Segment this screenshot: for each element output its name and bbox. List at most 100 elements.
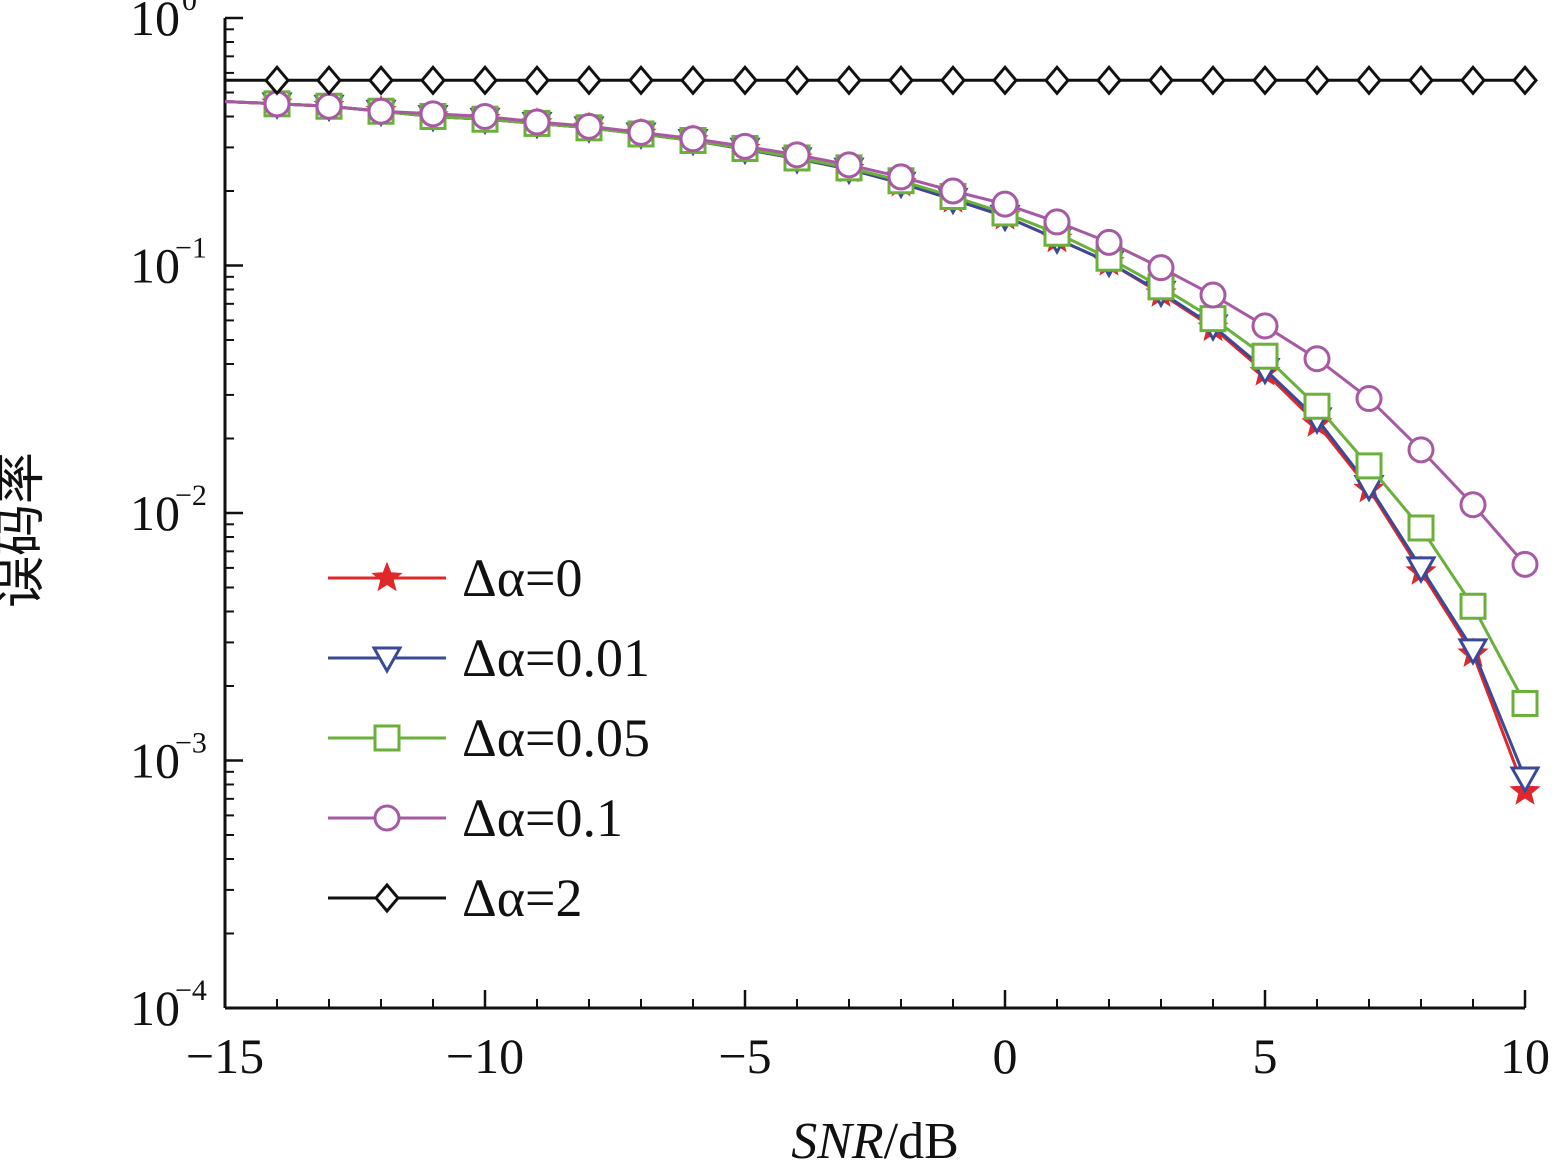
y-tick-label: 10: [130, 980, 180, 1036]
legend-marker: [374, 882, 400, 914]
legend-marker: [371, 561, 403, 592]
x-axis-label-italic: SNR: [791, 1113, 883, 1162]
series-point: [1408, 65, 1434, 96]
x-axis-label-unit: /dB: [884, 1113, 959, 1162]
series-line: [224, 100, 1527, 566]
series-point: [419, 100, 447, 128]
series-point: [1460, 65, 1486, 96]
series-point: [1199, 305, 1227, 333]
x-axis-ticks: −15 −10 −5 0 5 10: [186, 990, 1550, 1084]
legend: Δα=0 Δα=0.01 Δα=0.05 Δα=0.1 Δα=2: [328, 548, 650, 928]
series-point: [1303, 345, 1331, 373]
series-point: [836, 65, 862, 96]
series-2: [224, 90, 1539, 717]
series-point: [939, 177, 967, 205]
x-tick-label: 0: [993, 1028, 1018, 1084]
legend-item-4: Δα=2: [328, 868, 582, 928]
series-point: [991, 190, 1019, 218]
series-point: [1096, 65, 1122, 96]
series-point: [680, 65, 706, 96]
legend-label: Δα=0.1: [462, 788, 623, 848]
series-point: [783, 141, 811, 169]
series-layer: [224, 65, 1541, 805]
series-point: [1251, 342, 1279, 370]
y-tick-label-exponent: 0: [182, 0, 197, 17]
series-point: [264, 65, 290, 96]
y-tick-label: 10: [130, 733, 180, 789]
series-point: [368, 65, 394, 96]
series-point: [1095, 228, 1123, 256]
series-point: [784, 65, 810, 96]
series-point: [472, 65, 498, 96]
legend-label: Δα=2: [462, 868, 582, 928]
series-point: [1356, 65, 1382, 96]
series-point: [420, 65, 446, 96]
y-tick-label-base: 10: [130, 0, 180, 46]
series-point: [1511, 550, 1539, 578]
series-point: [1304, 65, 1330, 96]
y-axis-ticks: 10 010−110−210−310−4: [130, 0, 243, 1036]
y-tick-label: 10: [130, 485, 180, 541]
y-tick-label-exponent: −1: [175, 232, 207, 265]
series-point: [1459, 592, 1487, 620]
legend-marker: [373, 804, 401, 832]
series-point: [1044, 65, 1070, 96]
legend-label: Δα=0: [462, 548, 582, 608]
series-point: [835, 151, 863, 179]
x-tick-label: −5: [718, 1028, 771, 1084]
series-point: [1407, 514, 1435, 542]
y-tick-label-exponent: −4: [175, 974, 207, 1007]
series-point: [679, 125, 707, 153]
legend-marker: [371, 646, 403, 675]
legend-label: Δα=0.05: [462, 708, 650, 768]
series-point: [1148, 65, 1174, 96]
axes: [223, 18, 1525, 1010]
y-tick-label-base: 10: [130, 485, 180, 541]
series-point: [1252, 65, 1278, 96]
series-point: [316, 65, 342, 96]
legend-item-1: Δα=0.01: [328, 628, 650, 688]
series-point: [887, 163, 915, 191]
series-point: [1200, 65, 1226, 96]
series-point: [732, 65, 758, 96]
y-tick-label-base: 10: [130, 980, 180, 1036]
y-tick-label: 10: [130, 0, 180, 46]
series-point: [1407, 436, 1435, 464]
series-point: [627, 118, 655, 146]
series-point: [1147, 254, 1175, 282]
y-tick-label: 10: [130, 238, 180, 294]
x-tick-label: −15: [186, 1028, 264, 1084]
series-4: [225, 65, 1538, 96]
series-point: [1457, 638, 1489, 666]
series-point: [628, 65, 654, 96]
series-point: [940, 65, 966, 96]
x-axis-label: SNR/dB: [791, 1113, 959, 1162]
series-point: [1043, 208, 1071, 236]
series-point: [888, 65, 914, 96]
series-0: [224, 87, 1541, 805]
series-point: [1511, 689, 1539, 717]
series-3: [224, 90, 1539, 578]
series-point: [367, 97, 395, 125]
series-1: [224, 92, 1541, 795]
x-tick-label: −10: [446, 1028, 524, 1084]
y-tick-label-exponent: −2: [175, 479, 207, 512]
x-tick-label: 10: [1500, 1028, 1550, 1084]
legend-item-0: Δα=0: [328, 548, 582, 608]
series-point: [1355, 385, 1383, 413]
series-point: [1355, 452, 1383, 480]
series-point: [575, 112, 603, 140]
series-point: [524, 65, 550, 96]
series-point: [1512, 65, 1538, 96]
series-point: [523, 108, 551, 136]
legend-item-3: Δα=0.1: [328, 788, 623, 848]
series-point: [1251, 312, 1279, 340]
legend-marker: [373, 724, 401, 752]
series-point: [1405, 556, 1437, 584]
series-point: [576, 65, 602, 96]
y-tick-label-base: 10: [130, 733, 180, 789]
series-point: [1509, 766, 1541, 795]
series-point: [1199, 281, 1227, 309]
legend-label: Δα=0.01: [462, 628, 650, 688]
